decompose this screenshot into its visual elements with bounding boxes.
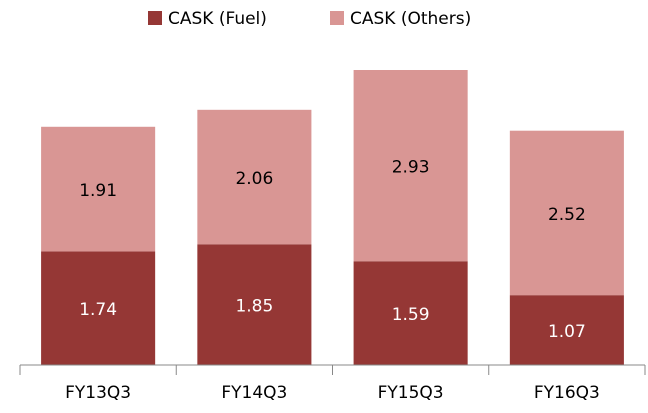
bar-segment (353, 70, 468, 262)
legend-swatch (330, 11, 344, 25)
bar-segment (197, 109, 312, 245)
x-tick-label: FY15Q3 (378, 383, 444, 403)
bar-segment (41, 126, 156, 252)
legend-label: CASK (Fuel) (168, 9, 267, 29)
data-label: 2.93 (392, 158, 430, 178)
data-label: 1.59 (392, 305, 430, 325)
bar-segment (41, 251, 156, 365)
data-label: 2.06 (235, 169, 273, 189)
x-tick-label: FY14Q3 (221, 383, 287, 403)
data-label: 1.85 (235, 297, 273, 317)
bar-segment (197, 244, 312, 365)
legend-label: CASK (Others) (350, 9, 471, 29)
data-label: 2.52 (548, 205, 586, 225)
bar-segment (509, 130, 624, 296)
data-label: 1.74 (79, 300, 117, 320)
bar-segment (509, 295, 624, 365)
legend-swatch (148, 11, 162, 25)
bar-segment (353, 261, 468, 365)
data-label: 1.91 (79, 181, 117, 201)
data-label: 1.07 (548, 322, 586, 342)
x-tick-label: FY13Q3 (65, 383, 131, 403)
x-tick-label: FY16Q3 (534, 383, 600, 403)
